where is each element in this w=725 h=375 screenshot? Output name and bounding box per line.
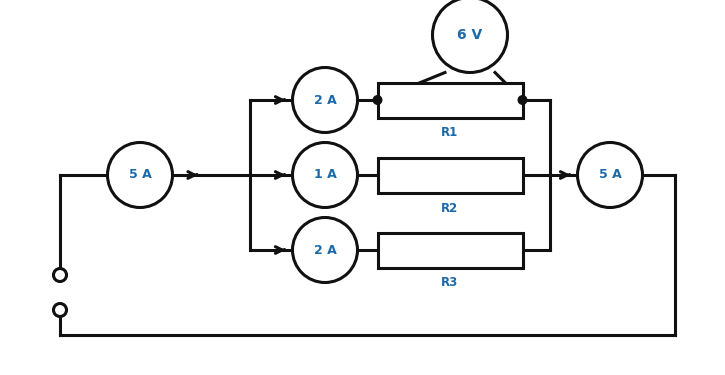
Circle shape xyxy=(292,142,357,207)
Circle shape xyxy=(292,217,357,282)
Circle shape xyxy=(54,303,67,316)
Text: R2: R2 xyxy=(442,201,459,214)
Circle shape xyxy=(518,95,528,105)
Text: 2 A: 2 A xyxy=(314,243,336,256)
Circle shape xyxy=(107,142,173,207)
Circle shape xyxy=(292,68,357,132)
Text: R3: R3 xyxy=(442,276,459,290)
Circle shape xyxy=(373,95,383,105)
Text: 5 A: 5 A xyxy=(599,168,621,182)
Circle shape xyxy=(54,268,67,282)
Circle shape xyxy=(433,0,508,72)
Bar xyxy=(378,158,523,192)
Bar xyxy=(378,232,523,267)
Circle shape xyxy=(578,142,642,207)
Text: R1: R1 xyxy=(442,126,459,140)
Bar xyxy=(378,82,523,117)
Text: 2 A: 2 A xyxy=(314,93,336,106)
Text: 1 A: 1 A xyxy=(314,168,336,182)
Text: 6 V: 6 V xyxy=(457,28,483,42)
Text: 5 A: 5 A xyxy=(128,168,152,182)
